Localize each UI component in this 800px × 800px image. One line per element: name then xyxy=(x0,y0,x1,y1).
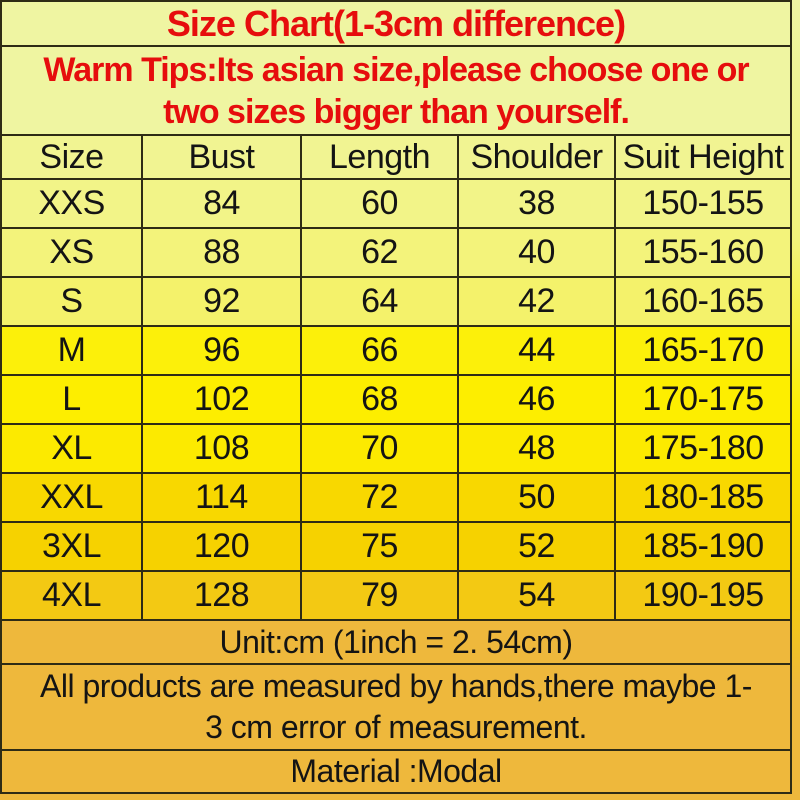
length-cell: 62 xyxy=(302,229,459,276)
length-cell: 64 xyxy=(302,278,459,325)
table-row-4xl: 4XL 128 79 54 190-195 xyxy=(2,572,790,619)
suit-height-cell: 170-175 xyxy=(642,380,764,418)
size-cell: 3XL xyxy=(2,523,143,570)
size-cell: XS xyxy=(2,229,143,276)
suit-height-cell: 190-195 xyxy=(642,576,764,614)
suit-height-cell: 180-185 xyxy=(642,478,764,516)
shoulder-cell: 40 xyxy=(459,229,616,276)
length-cell: 75 xyxy=(302,523,459,570)
length-cell: 60 xyxy=(302,180,459,227)
size-cell: L xyxy=(2,376,143,423)
shoulder-cell: 42 xyxy=(459,278,616,325)
table-row-l: L 102 68 46 170-175 xyxy=(2,376,790,425)
bust-cell: 102 xyxy=(143,376,302,423)
material-note: Material :Modal xyxy=(290,753,502,789)
suit-height-cell: 165-170 xyxy=(642,331,764,369)
shoulder-cell: 38 xyxy=(459,180,616,227)
page-title: Size Chart(1-3cm difference) xyxy=(166,2,626,44)
suit-height-cell: 175-180 xyxy=(642,429,764,467)
bust-cell: 88 xyxy=(143,229,302,276)
size-cell: M xyxy=(2,327,143,374)
bust-cell: 120 xyxy=(143,523,302,570)
bust-cell: 128 xyxy=(143,572,302,619)
title-band: Size Chart(1-3cm difference) xyxy=(2,2,790,47)
shoulder-cell: 54 xyxy=(459,572,616,619)
table-row-xxl: XXL 114 72 50 180-185 xyxy=(2,474,790,523)
size-cell: XXS xyxy=(2,180,143,227)
table-row-xs: XS 88 62 40 155-160 xyxy=(2,229,790,278)
suit-height-cell: 160-165 xyxy=(642,282,764,320)
suit-height-cell: 185-190 xyxy=(642,527,764,565)
table-row-s: S 92 64 42 160-165 xyxy=(2,278,790,327)
header-cell-length: Length xyxy=(302,136,459,178)
bust-cell: 114 xyxy=(143,474,302,521)
length-cell: 66 xyxy=(302,327,459,374)
table-row-xl: XL 108 70 48 175-180 xyxy=(2,425,790,474)
unit-note: Unit:cm (1inch = 2. 54cm) xyxy=(219,623,573,660)
size-table: Size Bust Length Shoulder Suit Height XX… xyxy=(2,136,790,621)
shoulder-cell: 50 xyxy=(459,474,616,521)
warm-tips-line-1: Warm Tips:Its asian size,please choose o… xyxy=(43,50,749,89)
shoulder-cell: 44 xyxy=(459,327,616,374)
header-cell-shoulder: Shoulder xyxy=(459,136,616,178)
measure-note-line-2: 3 cm error of measurement. xyxy=(205,709,587,745)
length-cell: 68 xyxy=(302,376,459,423)
header-cell-size: Size xyxy=(2,136,143,178)
length-cell: 79 xyxy=(302,572,459,619)
suit-height-cell: 155-160 xyxy=(642,233,764,271)
warm-tips-line-2: two sizes bigger than yourself. xyxy=(163,92,630,131)
table-row-3xl: 3XL 120 75 52 185-190 xyxy=(2,523,790,572)
bust-cell: 96 xyxy=(143,327,302,374)
material-note-band: Material :Modal xyxy=(2,751,790,792)
warm-tips-band: Warm Tips:Its asian size,please choose o… xyxy=(2,47,790,136)
shoulder-cell: 46 xyxy=(459,376,616,423)
measure-note-band: All products are measured by hands,there… xyxy=(2,665,790,751)
bust-cell: 84 xyxy=(143,180,302,227)
length-cell: 70 xyxy=(302,425,459,472)
bust-cell: 92 xyxy=(143,278,302,325)
size-cell: 4XL xyxy=(2,572,143,619)
suit-height-cell: 150-155 xyxy=(642,184,764,222)
table-row-m: M 96 66 44 165-170 xyxy=(2,327,790,376)
shoulder-cell: 52 xyxy=(459,523,616,570)
bust-cell: 108 xyxy=(143,425,302,472)
table-header-row: Size Bust Length Shoulder Suit Height xyxy=(2,136,790,180)
unit-note-band: Unit:cm (1inch = 2. 54cm) xyxy=(2,621,790,665)
measure-note-line-1: All products are measured by hands,there… xyxy=(40,668,752,704)
table-row-xxs: XXS 84 60 38 150-155 xyxy=(2,180,790,229)
header-cell-suit-height: Suit Height xyxy=(622,137,784,176)
header-cell-bust: Bust xyxy=(143,136,302,178)
size-cell: S xyxy=(2,278,143,325)
shoulder-cell: 48 xyxy=(459,425,616,472)
size-cell: XL xyxy=(2,425,143,472)
length-cell: 72 xyxy=(302,474,459,521)
size-cell: XXL xyxy=(2,474,143,521)
